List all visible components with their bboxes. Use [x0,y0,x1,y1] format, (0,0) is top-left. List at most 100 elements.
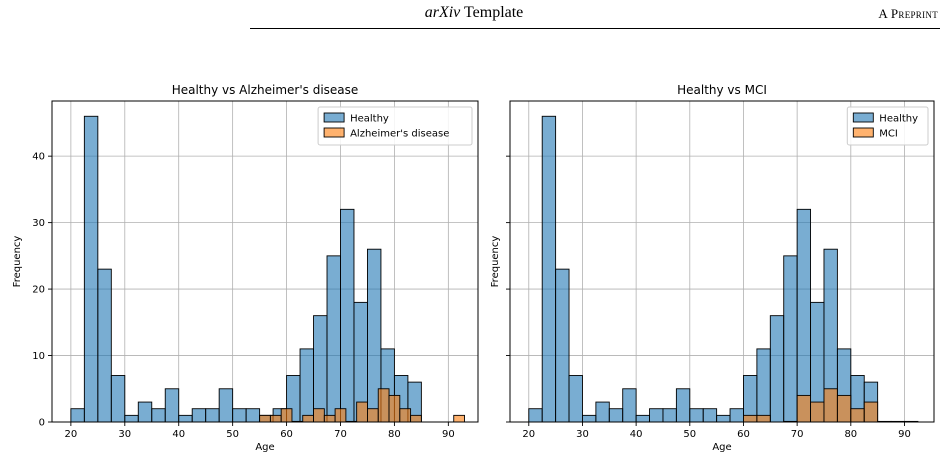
legend-label: MCI [879,129,898,140]
running-title: arXiv Template [0,4,948,22]
bar-mci [810,401,825,423]
bar-healthy [649,408,664,423]
bar-mci [850,408,865,423]
running-title-rest: Template [463,4,524,21]
x-tick-label: 20 [522,429,535,440]
y-tick-label: 30 [32,218,45,229]
bar-alzheimers [410,414,422,423]
bar-healthy [622,388,637,423]
x-tick-label: 30 [118,429,131,440]
bar-healthy [70,408,85,423]
bar-healthy [541,115,557,423]
bar-healthy [137,401,153,423]
legend-label: Alzheimer's disease [350,129,449,140]
bar-healthy [83,115,99,423]
bar-alzheimers [388,394,401,423]
bar-healthy [299,348,314,423]
bar-alzheimers [323,414,336,423]
chart-title: Healthy vs MCI [677,83,767,97]
bar-mci [863,401,879,423]
bar-healthy [340,208,355,423]
bar-alzheimers [302,414,314,423]
page-header: arXiv Template A Preprint [0,0,948,30]
bar-mci [743,414,758,423]
bar-mci [796,394,812,423]
y-tick-label: 20 [32,285,45,296]
x-tick-label: 40 [630,429,643,440]
bar-mci [836,394,852,423]
bar-healthy [582,414,597,423]
y-tick-label: 40 [32,152,45,163]
bar-healthy [178,414,193,423]
bar-healthy [151,408,166,423]
header-rule [250,28,940,29]
legend-label: Healthy [350,114,389,125]
bar-healthy [595,401,610,423]
x-axis-label: Age [712,442,731,453]
x-tick-label: 40 [172,429,185,440]
bar-healthy [191,408,207,423]
bar-healthy [218,388,234,423]
bar-healthy [164,388,180,423]
bar-healthy [528,408,543,423]
x-tick-label: 90 [442,429,455,440]
bar-alzheimers [399,408,412,423]
bar-healthy [232,408,247,423]
x-tick-label: 50 [683,429,696,440]
y-tick-label: 10 [32,351,45,362]
x-tick-label: 50 [226,429,239,440]
x-tick-label: 60 [280,429,293,440]
bar-healthy [689,408,704,423]
bar-mci [756,414,771,423]
chart-panel-1: 20 30 40 50 60 70 80 90 0 10 20 30 40 Healthy vs Alzh… [12,83,479,453]
legend-box [317,106,473,146]
bar-healthy [245,408,261,423]
legend-swatch [323,127,345,138]
y-tick-label: 0 [39,418,45,429]
bar-mci [823,388,838,423]
x-tick-label: 60 [737,429,750,440]
bar-healthy [662,408,677,423]
bar-healthy [326,255,341,423]
x-tick-label: 80 [844,429,857,440]
plot-frame [51,100,479,423]
bar-alzheimers [356,401,368,423]
bar-alzheimers [367,408,379,423]
bar-healthy [110,375,126,423]
x-tick-label: 70 [334,429,347,440]
bar-alzheimers [313,408,325,423]
bar-healthy [796,208,812,423]
x-tick-label: 20 [65,429,78,440]
bar-healthy [568,375,583,423]
y-axis-label: Frequency [12,236,23,288]
bar-healthy [205,408,220,423]
bar-healthy [716,414,731,423]
bar-alzheimers [453,414,465,423]
bar-healthy [702,408,718,423]
legend-swatch [852,112,874,123]
running-title-italic: arXiv [424,4,461,21]
x-axis-label: Age [255,442,274,453]
bar-healthy [635,414,650,423]
plot-frame [509,100,935,423]
bar-healthy [729,408,744,423]
bar-healthy [769,315,785,423]
x-tick-label: 30 [576,429,589,440]
bar-alzheimers [280,408,293,423]
bar-healthy [124,414,139,423]
bar-healthy [675,388,691,423]
chart-panel-2: 20 30 40 50 60 70 80 90 Healthy vs MCI Age Frequen… [490,83,935,453]
preprint-label: A Preprint [878,6,938,21]
bar-healthy [783,255,798,423]
y-axis-label: Frequency [490,236,501,288]
bar-healthy [313,315,328,423]
x-tick-label: 90 [898,429,911,440]
bar-healthy [756,348,771,423]
bar-alzheimers [377,388,390,423]
bar-healthy [608,408,624,423]
bar-alzheimers [334,408,347,423]
bar-alzheimers [269,414,282,423]
legend-swatch [852,127,874,138]
bar-healthy [555,268,570,423]
